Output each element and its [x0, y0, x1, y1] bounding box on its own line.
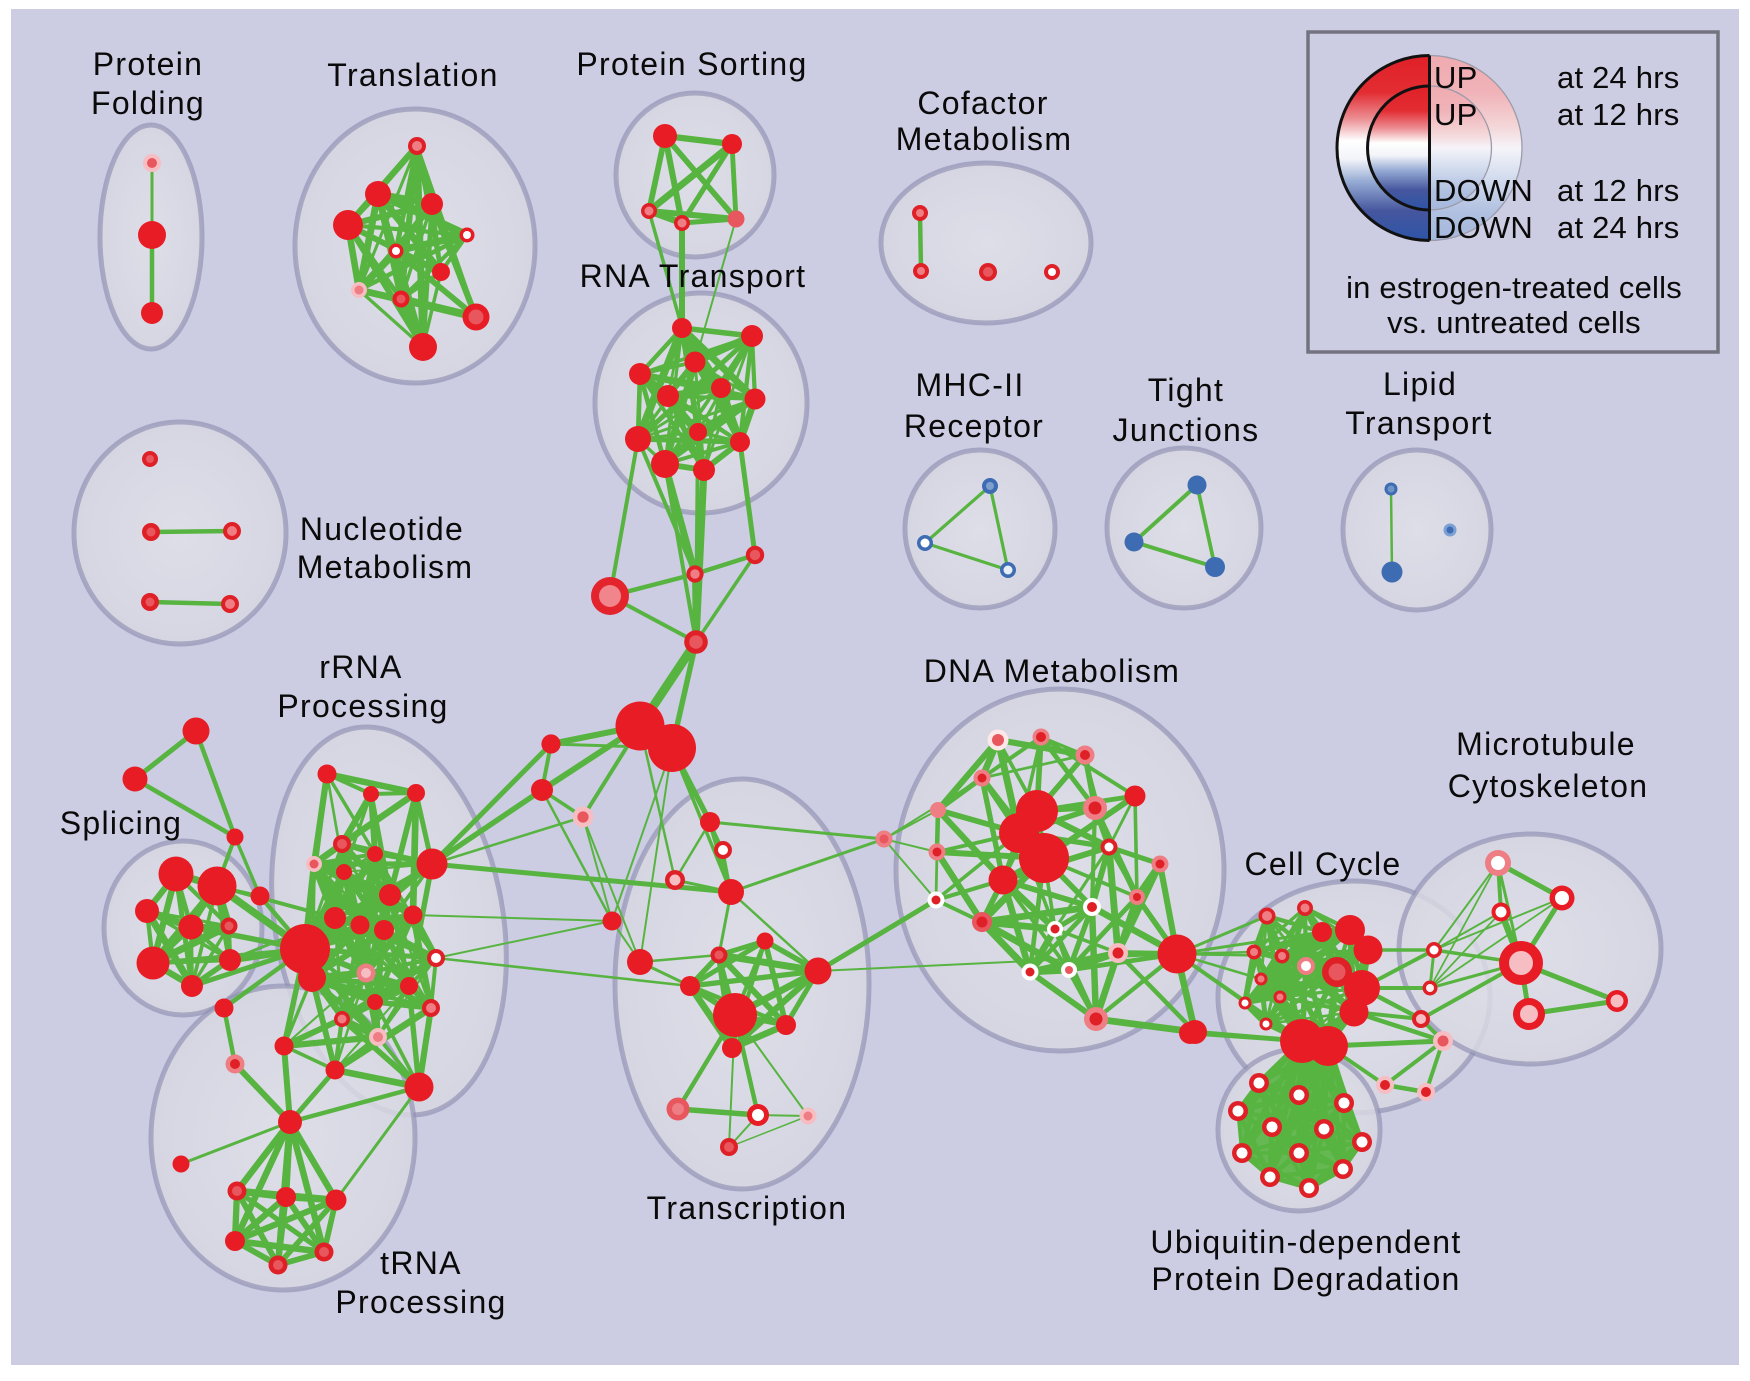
svg-text:Processing: Processing — [335, 1284, 506, 1320]
svg-text:at 12 hrs: at 12 hrs — [1557, 97, 1679, 132]
svg-text:Receptor: Receptor — [904, 408, 1044, 444]
svg-text:UP: UP — [1434, 60, 1477, 95]
svg-text:Metabolism: Metabolism — [297, 549, 474, 585]
svg-text:RNA Transport: RNA Transport — [580, 258, 807, 294]
svg-text:Microtubule: Microtubule — [1456, 726, 1636, 762]
svg-text:Translation: Translation — [327, 57, 498, 93]
svg-text:at 12 hrs: at 12 hrs — [1557, 173, 1679, 208]
svg-text:Protein Degradation: Protein Degradation — [1151, 1261, 1460, 1297]
svg-text:Splicing: Splicing — [60, 805, 182, 841]
svg-text:Transport: Transport — [1345, 405, 1492, 441]
svg-text:at 24 hrs: at 24 hrs — [1557, 210, 1679, 245]
svg-text:Metabolism: Metabolism — [896, 121, 1073, 157]
svg-text:DNA Metabolism: DNA Metabolism — [924, 653, 1181, 689]
svg-text:at 24 hrs: at 24 hrs — [1557, 60, 1679, 95]
svg-text:vs. untreated cells: vs. untreated cells — [1387, 305, 1641, 340]
svg-text:in estrogen-treated cells: in estrogen-treated cells — [1346, 270, 1682, 305]
svg-text:Protein: Protein — [93, 46, 204, 82]
svg-text:DOWN: DOWN — [1434, 173, 1533, 208]
svg-text:Lipid: Lipid — [1383, 366, 1457, 402]
svg-text:Processing: Processing — [277, 688, 448, 724]
svg-text:tRNA: tRNA — [380, 1245, 462, 1281]
svg-text:Cytoskeleton: Cytoskeleton — [1448, 768, 1649, 804]
svg-text:Tight: Tight — [1148, 372, 1224, 408]
svg-text:Nucleotide: Nucleotide — [300, 511, 464, 547]
svg-text:Ubiquitin-dependent: Ubiquitin-dependent — [1150, 1224, 1461, 1260]
svg-text:Protein Sorting: Protein Sorting — [576, 46, 807, 82]
svg-text:Junctions: Junctions — [1113, 412, 1260, 448]
svg-text:DOWN: DOWN — [1434, 210, 1533, 245]
svg-text:Cofactor: Cofactor — [917, 85, 1048, 121]
svg-text:Folding: Folding — [91, 85, 205, 121]
svg-text:MHC-II: MHC-II — [915, 367, 1024, 403]
svg-text:UP: UP — [1434, 97, 1477, 132]
svg-text:Transcription: Transcription — [647, 1190, 848, 1226]
svg-text:Cell Cycle: Cell Cycle — [1244, 846, 1401, 882]
svg-text:rRNA: rRNA — [319, 649, 402, 685]
